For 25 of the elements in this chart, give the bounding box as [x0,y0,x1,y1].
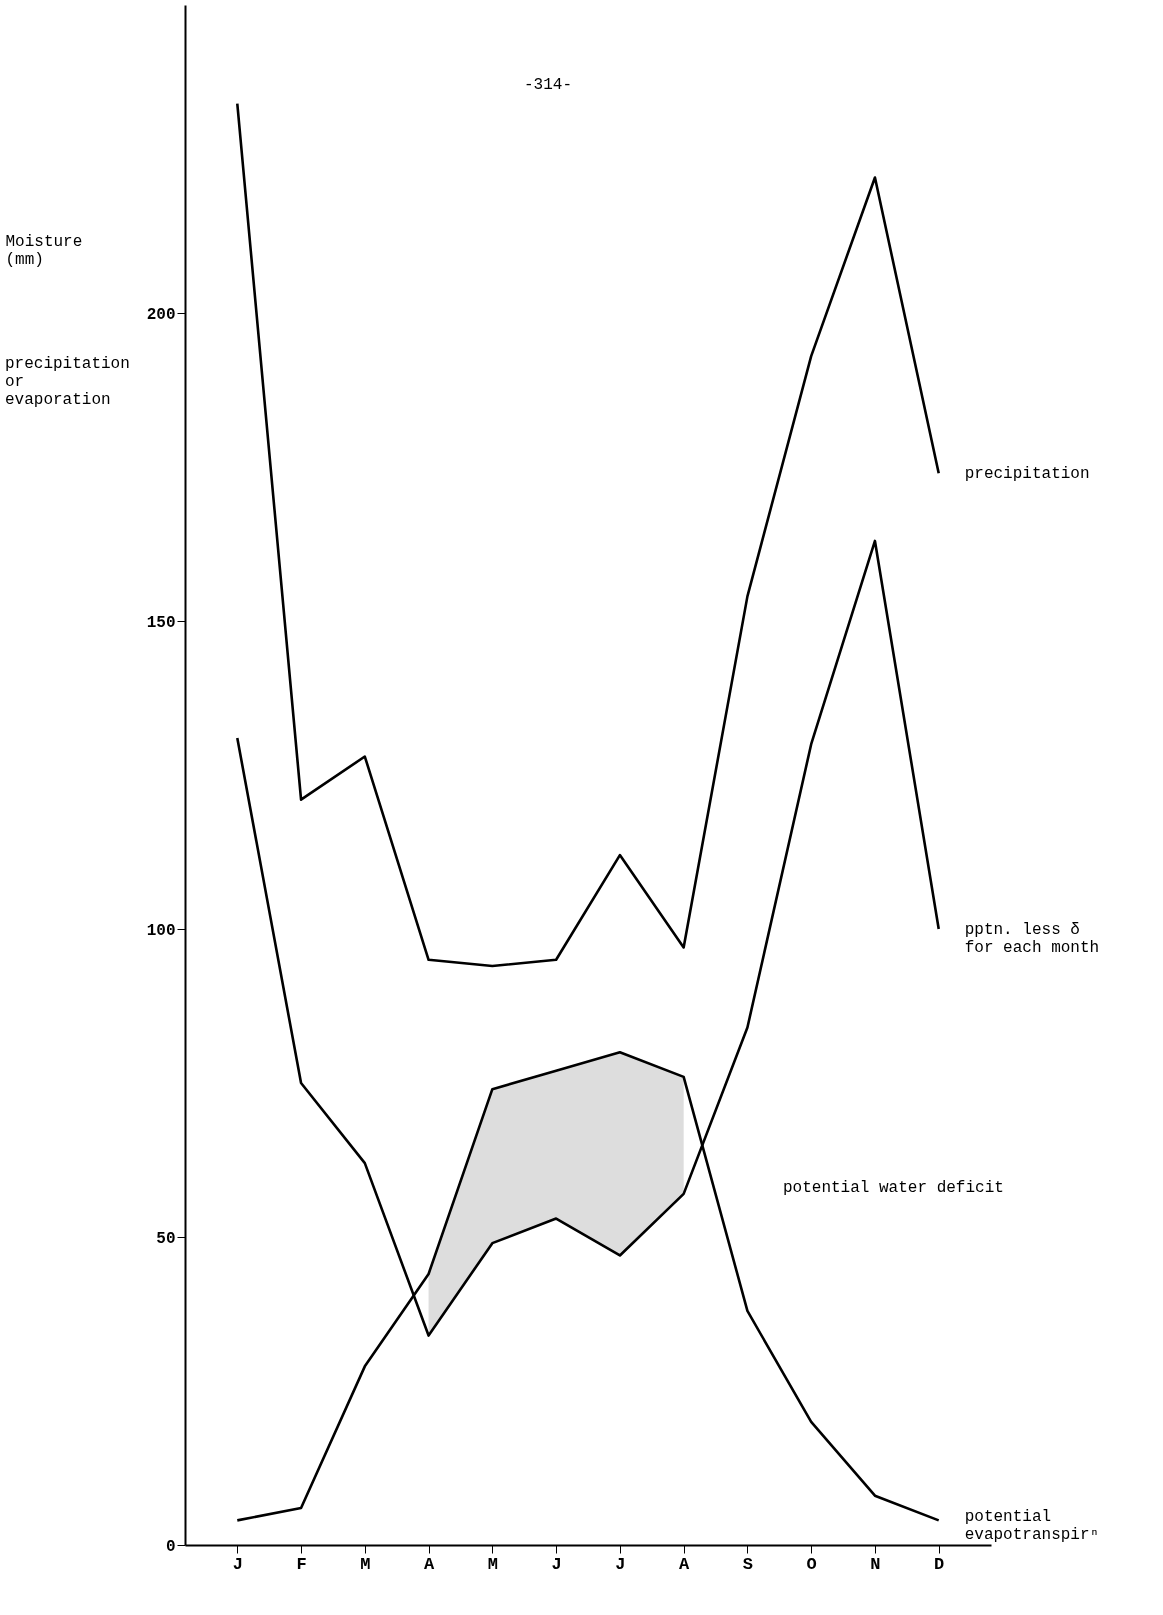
line-series [235,102,941,968]
series-label: potential evapotranspirⁿ [964,1508,1100,1545]
series-label: precipitation [964,465,1090,484]
x-tick-label: J [232,1554,243,1574]
x-tick-label: J [551,1554,562,1574]
series-label: pptn. less δ for each month [964,921,1100,957]
x-tick-label: S [742,1554,754,1574]
y-tick-label: 0 [165,1537,176,1556]
x-tick-label: J [615,1554,626,1574]
y-tick-label: 150 [146,613,176,632]
x-tick-label: M [487,1554,498,1574]
text: precipitation or evaporation [5,355,130,409]
y-axis-title: Moisture (mm) [5,232,83,269]
y-tick-label: 100 [146,921,176,940]
x-tick-label: M [360,1554,371,1574]
x-tick-label: N [870,1554,881,1574]
annotation: potential water deficit [783,1179,1004,1197]
x-tick-label: O [806,1554,817,1574]
x-tick-label: D [934,1554,945,1574]
x-tick-label: A [423,1554,435,1574]
annotation: -314- [523,76,573,94]
x-tick-label: A [679,1554,691,1574]
x-tick-label: F [296,1554,307,1574]
y-tick-label: 200 [146,305,176,324]
y-tick-label: 50 [156,1229,176,1248]
